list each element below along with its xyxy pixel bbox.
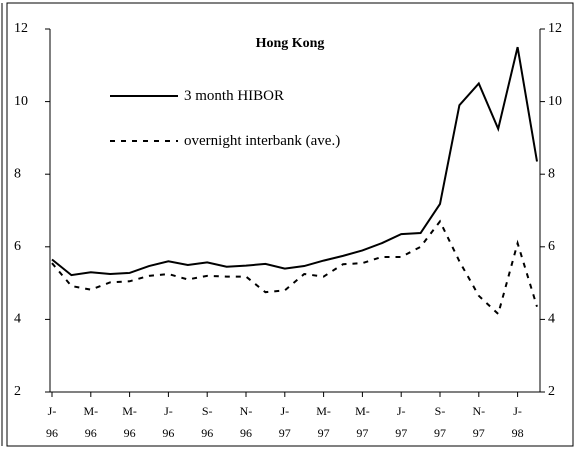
legend-label: overnight interbank (ave.) (184, 133, 341, 149)
frame (6, 2, 574, 447)
x-tick-label: 98 (512, 426, 524, 440)
y-tick-label: 10 (14, 94, 28, 109)
x-tick-label: S- (202, 404, 213, 418)
x-tick-label: 97 (279, 426, 291, 440)
x-tick-label: M- (122, 404, 137, 418)
x-tick-label: 97 (473, 426, 485, 440)
x-tick-label: M- (355, 404, 370, 418)
y2-tick-label: 10 (548, 94, 562, 109)
y-tick-label: 8 (14, 166, 21, 181)
x-tick-label: J- (164, 404, 173, 418)
y2-tick-label: 4 (548, 312, 555, 327)
x-tick-label: M- (83, 404, 98, 418)
x-tick-label: 97 (318, 426, 330, 440)
y-tick-label: 2 (14, 384, 21, 399)
y-tick-label: 4 (14, 312, 21, 327)
x-tick-label: 96 (240, 426, 252, 440)
x-tick-label: 96 (85, 426, 97, 440)
x-tick-label: M- (316, 404, 331, 418)
y-tick-label: 12 (14, 21, 28, 36)
chart-title: Hong Kong (256, 36, 325, 51)
x-tick-label: J- (280, 404, 289, 418)
x-tick-label: 96 (201, 426, 213, 440)
x-tick-label: N- (240, 404, 253, 418)
x-tick-label: 97 (356, 426, 368, 440)
series-line (51, 219, 538, 316)
x-tick-label: N- (472, 404, 485, 418)
x-tick-label: 96 (46, 426, 58, 440)
y2-tick-label: 8 (548, 166, 555, 181)
x-tick-label: 97 (434, 426, 446, 440)
y-tick-label: 6 (14, 239, 21, 254)
y2-tick-label: 12 (548, 21, 562, 36)
y2-tick-label: 2 (548, 384, 555, 399)
legend-entry: overnight interbank (ave.) (184, 133, 341, 149)
legend-label: 3 month HIBOR (184, 88, 285, 104)
x-tick-label: 96 (162, 426, 174, 440)
x-tick-label: S- (435, 404, 446, 418)
series-line (51, 46, 538, 277)
x-tick-label: J- (513, 404, 522, 418)
x-tick-label: 97 (395, 426, 407, 440)
x-tick-label: J- (48, 404, 57, 418)
x-tick-label: J- (397, 404, 406, 418)
legend-entry: 3 month HIBOR (184, 88, 285, 104)
x-tick-label: 96 (124, 426, 136, 440)
y2-tick-label: 6 (548, 239, 555, 254)
